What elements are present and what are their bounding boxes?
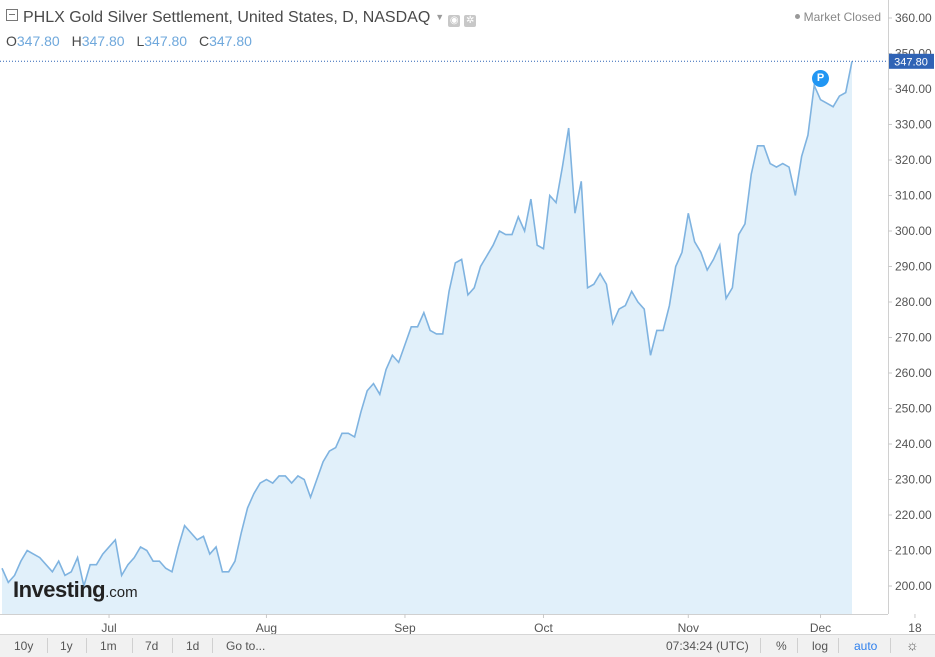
gear-icon[interactable]: ✲	[464, 15, 477, 27]
low-key: L	[136, 33, 145, 49]
high-value: 347.80	[81, 33, 125, 49]
x-tick-label: Dec	[810, 621, 831, 634]
eye-icon[interactable]: ◉	[448, 15, 461, 27]
market-status-text: Market Closed	[803, 10, 881, 24]
close-value: 347.80	[209, 33, 252, 49]
range-7d-button[interactable]: 7d	[145, 639, 159, 653]
toolbar-divider	[86, 638, 87, 653]
x-tick-label: Jul	[101, 621, 116, 634]
x-tick-label: Aug	[256, 621, 277, 634]
market-status: Market Closed	[794, 10, 881, 24]
toolbar-divider	[47, 638, 48, 653]
y-tick-label: 230.00	[895, 473, 932, 487]
x-axis[interactable]: Jul Aug Sep Oct Nov Dec 18	[101, 614, 922, 634]
y-tick-label: 270.00	[895, 331, 932, 345]
y-tick-label: 210.00	[895, 544, 932, 558]
chart-title: PHLX Gold Silver Settlement, United Stat…	[23, 9, 431, 26]
y-tick-label: 310.00	[895, 189, 932, 203]
toolbar-divider	[172, 638, 173, 653]
x-tick-label: Oct	[534, 621, 553, 634]
price-area-fill	[2, 61, 852, 615]
event-marker[interactable]: P	[812, 70, 829, 87]
ohlc-values: O347.80 H347.80 L347.80 C347.80	[6, 33, 260, 49]
x-tick-label: Sep	[394, 621, 416, 634]
collapse-icon[interactable]	[6, 9, 18, 21]
open-key: O	[6, 33, 17, 49]
y-tick-label: 330.00	[895, 118, 932, 132]
logo-suffix: .com	[105, 584, 138, 601]
y-tick-label: 340.00	[895, 82, 932, 96]
percent-toggle[interactable]: %	[776, 639, 787, 653]
range-1m-button[interactable]: 1m	[100, 639, 117, 653]
chart-title-bar: PHLX Gold Silver Settlement, United Stat…	[6, 9, 477, 27]
price-line	[1, 61, 853, 590]
toolbar-divider	[797, 638, 798, 653]
low-value: 347.80	[144, 33, 188, 49]
open-value: 347.80	[16, 33, 60, 49]
y-tick-label: 300.00	[895, 224, 932, 238]
toolbar-divider	[212, 638, 213, 653]
toolbar-divider	[890, 638, 891, 653]
y-tick-label: 250.00	[895, 402, 932, 416]
goto-button[interactable]: Go to...	[226, 639, 266, 653]
auto-toggle[interactable]: auto	[854, 639, 878, 653]
toolbar-divider	[838, 638, 839, 653]
current-price-label: 347.80	[894, 56, 928, 68]
investing-logo: Investing.com	[13, 577, 138, 603]
bottom-toolbar: 10y 1y 1m 7d 1d Go to... 07:34:24 (UTC) …	[0, 634, 935, 657]
toolbar-divider	[760, 638, 761, 653]
gear-icon[interactable]: ☼	[906, 637, 919, 653]
x-tick-label: Nov	[678, 621, 699, 634]
range-10y-button[interactable]: 10y	[14, 639, 34, 653]
y-tick-label: 290.00	[895, 260, 932, 274]
y-tick-label: 240.00	[895, 437, 932, 451]
close-key: C	[198, 33, 210, 49]
logo-main: Investing	[13, 577, 106, 602]
chart-area[interactable]: 200.00 210.00 220.00 230.00 240.00 250.00 260.…	[0, 0, 935, 634]
y-tick-label: 320.00	[895, 153, 932, 167]
y-tick-label: 360.00	[895, 11, 932, 25]
y-tick-label: 260.00	[895, 366, 932, 380]
range-1d-button[interactable]: 1d	[186, 639, 200, 653]
y-tick-label: 280.00	[895, 295, 932, 309]
log-toggle[interactable]: log	[812, 639, 829, 653]
status-dot-icon	[794, 14, 800, 19]
x-tick-label: 18	[908, 621, 922, 634]
toolbar-divider	[132, 638, 133, 653]
clock-time[interactable]: 07:34:24 (UTC)	[666, 639, 749, 653]
high-key: H	[71, 33, 82, 49]
current-price-tag: 347.80	[889, 53, 934, 69]
chevron-down-icon[interactable]: ▼	[435, 12, 445, 22]
range-1y-button[interactable]: 1y	[60, 639, 73, 653]
y-axis[interactable]: 200.00 210.00 220.00 230.00 240.00 250.00 260.…	[888, 11, 932, 593]
y-tick-label: 220.00	[895, 508, 932, 522]
y-tick-label: 200.00	[895, 579, 932, 593]
